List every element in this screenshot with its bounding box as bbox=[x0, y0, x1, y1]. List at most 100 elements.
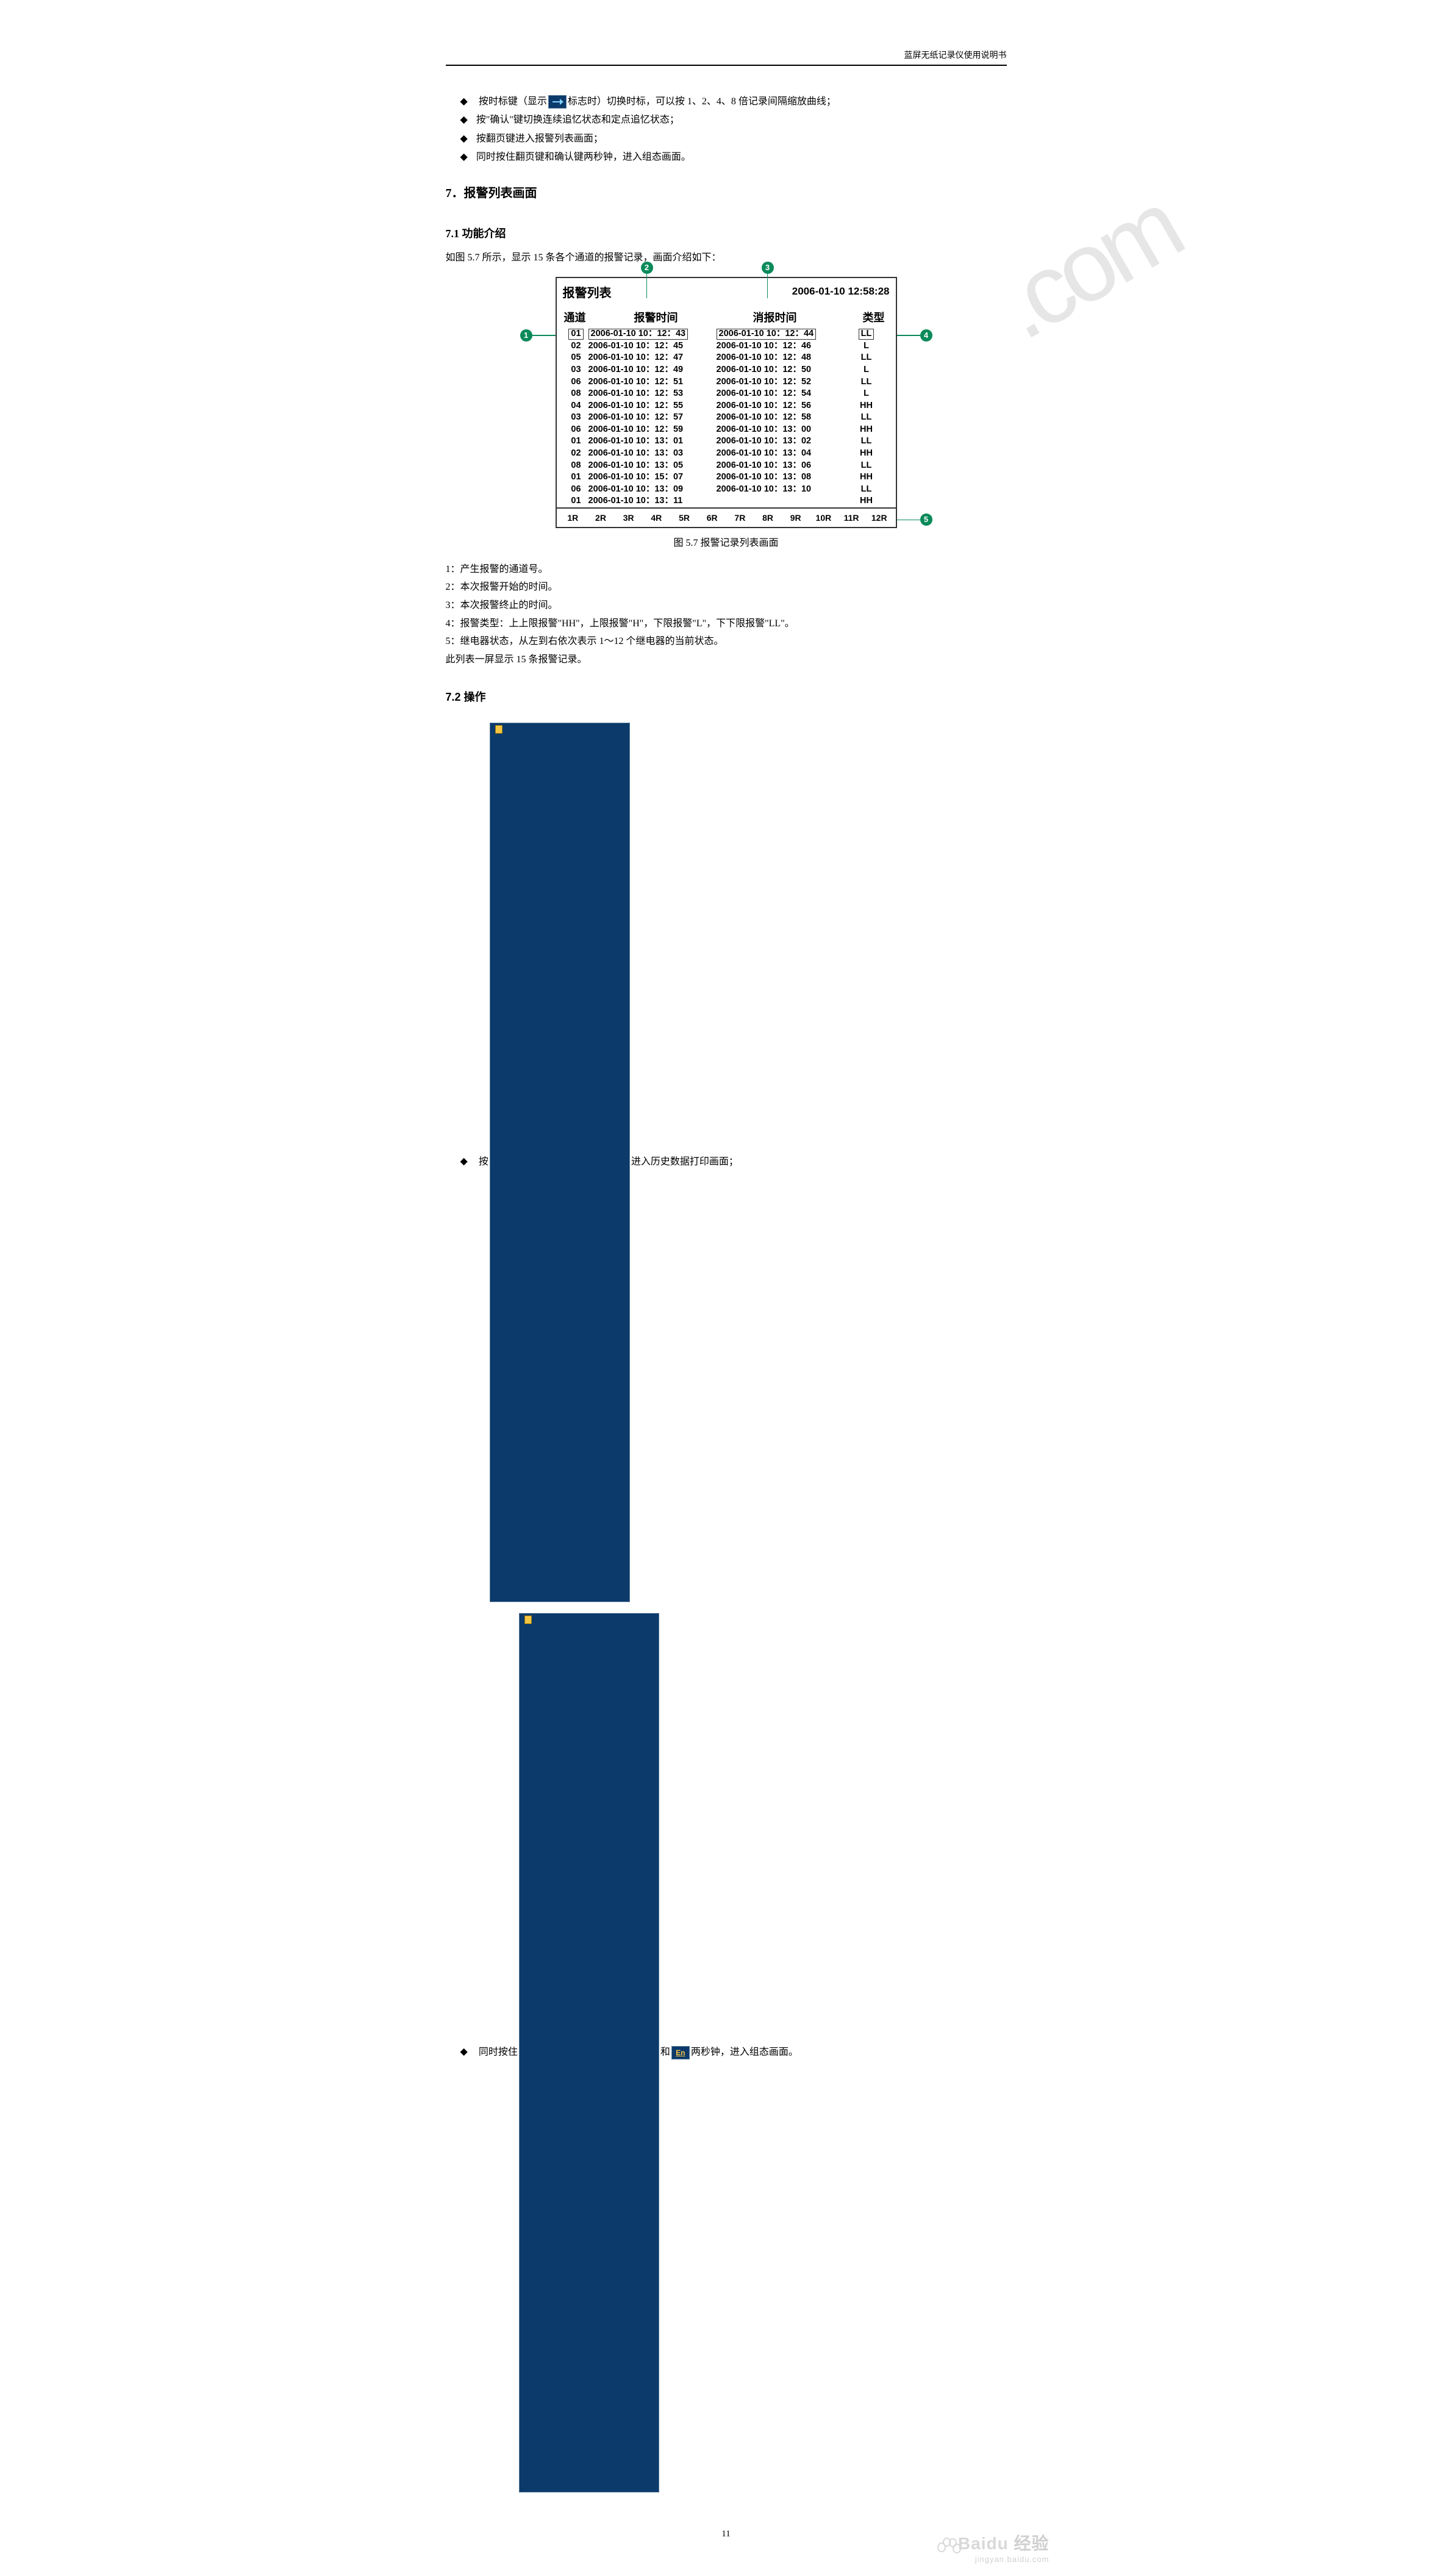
cell-channel: 05 bbox=[564, 352, 588, 364]
text: 按 bbox=[479, 1156, 488, 1167]
cell-channel: 01 bbox=[564, 495, 588, 507]
page-key-icon bbox=[519, 1613, 659, 2492]
table-row: 012006-01-10 10：15：072006-01-10 10：13：08… bbox=[557, 471, 896, 484]
cell-clear-time: 2006-01-10 10：13：00 bbox=[717, 424, 845, 436]
table-row: 012006-01-10 10：12：432006-01-10 10：12：44… bbox=[557, 328, 896, 340]
section-7-title: 7．报警列表画面 bbox=[446, 182, 1007, 205]
figure-descriptions: 1：产生报警的通道号。 2：本次报警开始的时间。 3：本次报警终止的时间。 4：… bbox=[446, 560, 1007, 669]
header-channel: 通道 bbox=[564, 307, 598, 328]
cell-channel: 02 bbox=[564, 448, 588, 460]
watermark: .com bbox=[979, 171, 1197, 362]
top-bullet-list: 按时标键（显示标志时）切换时标，可以按 1、2、4、8 倍记录间隔缩放曲线； 按… bbox=[446, 93, 1007, 167]
cell-type: LL bbox=[845, 352, 889, 364]
callout-1: 1 bbox=[520, 329, 532, 342]
table-row: 012006-01-10 10：13：11 HH bbox=[557, 495, 896, 507]
table-row: 022006-01-10 10：12：452006-01-10 10：12：46… bbox=[557, 340, 896, 352]
cell-alarm-time: 2006-01-10 10：13：11 bbox=[588, 495, 717, 507]
desc-item: 5：继电器状态，从左到右依次表示 1～12 个继电器的当前状态。 bbox=[446, 632, 1007, 651]
time-marker-icon bbox=[548, 95, 567, 109]
relay-indicator: 2R bbox=[587, 510, 615, 526]
cell-channel: 01 bbox=[564, 328, 588, 340]
desc-item: 此列表一屏显示 15 条报警记录。 bbox=[446, 651, 1007, 669]
table-row: 022006-01-10 10：13：032006-01-10 10：13：04… bbox=[557, 448, 896, 460]
bullet-item: 按时标键（显示标志时）切换时标，可以按 1、2、4、8 倍记录间隔缩放曲线； bbox=[460, 93, 1007, 111]
cell-alarm-time: 2006-01-10 10：13：09 bbox=[588, 484, 717, 496]
cell-channel: 06 bbox=[564, 376, 588, 388]
callout-2: 2 bbox=[641, 262, 653, 274]
desc-item: 4：报警类型：上上限报警"HH"，上限报警"H"，下限报警"L"，下下限报警"L… bbox=[446, 615, 1007, 633]
alarm-rows: 012006-01-10 10：12：432006-01-10 10：12：44… bbox=[557, 328, 896, 507]
table-row: 052006-01-10 10：12：472006-01-10 10：12：48… bbox=[557, 352, 896, 364]
bullet-item: 同时按住 和En两秒钟，进入组态画面。 bbox=[460, 1613, 1007, 2492]
relay-indicator: 7R bbox=[726, 510, 754, 526]
desc-item: 3：本次报警终止的时间。 bbox=[446, 596, 1007, 615]
section-7-1-intro: 如图 5.7 所示，显示 15 条各个通道的报警记录，画面介绍如下： bbox=[446, 249, 1007, 267]
cell-alarm-time: 2006-01-10 10：12：57 bbox=[588, 412, 717, 424]
callout-3: 3 bbox=[762, 262, 774, 274]
cell-alarm-time: 2006-01-10 10：12：43 bbox=[588, 328, 717, 340]
relay-indicator: 10R bbox=[810, 510, 838, 526]
cell-alarm-time: 2006-01-10 10：13：03 bbox=[588, 448, 717, 460]
section-7-2-title: 7.2 操作 bbox=[446, 687, 1007, 707]
desc-item: 1：产生报警的通道号。 bbox=[446, 560, 1007, 579]
cell-clear-time: 2006-01-10 10：12：50 bbox=[717, 364, 845, 376]
cell-alarm-time: 2006-01-10 10：12：45 bbox=[588, 340, 717, 352]
table-row: 032006-01-10 10：12：572006-01-10 10：12：58… bbox=[557, 412, 896, 424]
desc-item: 2：本次报警开始的时间。 bbox=[446, 578, 1007, 596]
cell-type: L bbox=[845, 364, 889, 376]
bullet-item: 按"确认"键切换连续追忆状态和定点追忆状态； bbox=[460, 111, 1007, 129]
table-row: 062006-01-10 10：12：592006-01-10 10：13：00… bbox=[557, 424, 896, 436]
relay-status-row: 1R2R3R4R5R6R7R8R9R10R11R12R bbox=[557, 507, 896, 528]
cell-channel: 02 bbox=[564, 340, 588, 352]
cell-type: L bbox=[845, 340, 889, 352]
cell-clear-time: 2006-01-10 10：13：02 bbox=[717, 435, 845, 448]
figure-5-7: 1 2 3 4 5 报警列表 2006-01-10 12:58:28 通道 报警… bbox=[556, 277, 897, 528]
table-row: 062006-01-10 10：12：512006-01-10 10：12：52… bbox=[557, 376, 896, 388]
cell-type: L bbox=[845, 388, 889, 400]
alarm-list-screen: 报警列表 2006-01-10 12:58:28 通道 报警时间 消报时间 类型… bbox=[556, 277, 897, 528]
table-row: 042006-01-10 10：12：552006-01-10 10：12：56… bbox=[557, 400, 896, 412]
callout-4: 4 bbox=[920, 329, 932, 342]
screen-datetime: 2006-01-10 12:58:28 bbox=[792, 282, 890, 305]
text: 两秒钟，进入组态画面。 bbox=[691, 2047, 798, 2057]
text: 同时按住 bbox=[479, 2047, 518, 2057]
header-clear-time: 消报时间 bbox=[714, 307, 836, 328]
cell-clear-time: 2006-01-10 10：12：44 bbox=[717, 328, 845, 340]
cell-clear-time: 2006-01-10 10：12：54 bbox=[717, 388, 845, 400]
cell-channel: 08 bbox=[564, 460, 588, 472]
table-row: 032006-01-10 10：12：492006-01-10 10：12：50… bbox=[557, 364, 896, 376]
cell-alarm-time: 2006-01-10 10：12：59 bbox=[588, 424, 717, 436]
table-row: 082006-01-10 10：12：532006-01-10 10：12：54… bbox=[557, 388, 896, 400]
cell-alarm-time: 2006-01-10 10：12：53 bbox=[588, 388, 717, 400]
text: 和 bbox=[660, 2047, 670, 2057]
cell-clear-time: 2006-01-10 10：13：10 bbox=[717, 484, 845, 496]
cell-type: HH bbox=[845, 495, 889, 507]
callout-5: 5 bbox=[920, 513, 932, 526]
header-type: 类型 bbox=[836, 307, 889, 328]
cell-clear-time: 2006-01-10 10：12：56 bbox=[717, 400, 845, 412]
relay-indicator: 9R bbox=[782, 510, 810, 526]
cell-type: LL bbox=[845, 435, 889, 448]
enter-key-icon: En bbox=[671, 2046, 690, 2059]
relay-indicator: 4R bbox=[643, 510, 671, 526]
cell-alarm-time: 2006-01-10 10：13：01 bbox=[588, 435, 717, 448]
cell-clear-time: 2006-01-10 10：12：52 bbox=[717, 376, 845, 388]
relay-indicator: 5R bbox=[670, 510, 698, 526]
cell-channel: 08 bbox=[564, 388, 588, 400]
cell-type: HH bbox=[845, 448, 889, 460]
cell-channel: 03 bbox=[564, 412, 588, 424]
text: 按时标键（显示 bbox=[479, 96, 547, 107]
bullet-item: 按 进入历史数据打印画面； bbox=[460, 723, 1007, 1602]
cell-type: LL bbox=[845, 412, 889, 424]
relay-indicator: 6R bbox=[698, 510, 726, 526]
cell-type: HH bbox=[845, 424, 889, 436]
cell-channel: 06 bbox=[564, 484, 588, 496]
screen-title: 报警列表 bbox=[563, 282, 612, 305]
figure-caption: 图 5.7 报警记录列表画面 bbox=[446, 534, 1007, 553]
cell-alarm-time: 2006-01-10 10：12：49 bbox=[588, 364, 717, 376]
cell-alarm-time: 2006-01-10 10：13：05 bbox=[588, 460, 717, 472]
cell-clear-time: 2006-01-10 10：13：08 bbox=[717, 471, 845, 484]
text: 进入历史数据打印画面； bbox=[631, 1156, 739, 1167]
cell-channel: 01 bbox=[564, 471, 588, 484]
cell-channel: 03 bbox=[564, 364, 588, 376]
